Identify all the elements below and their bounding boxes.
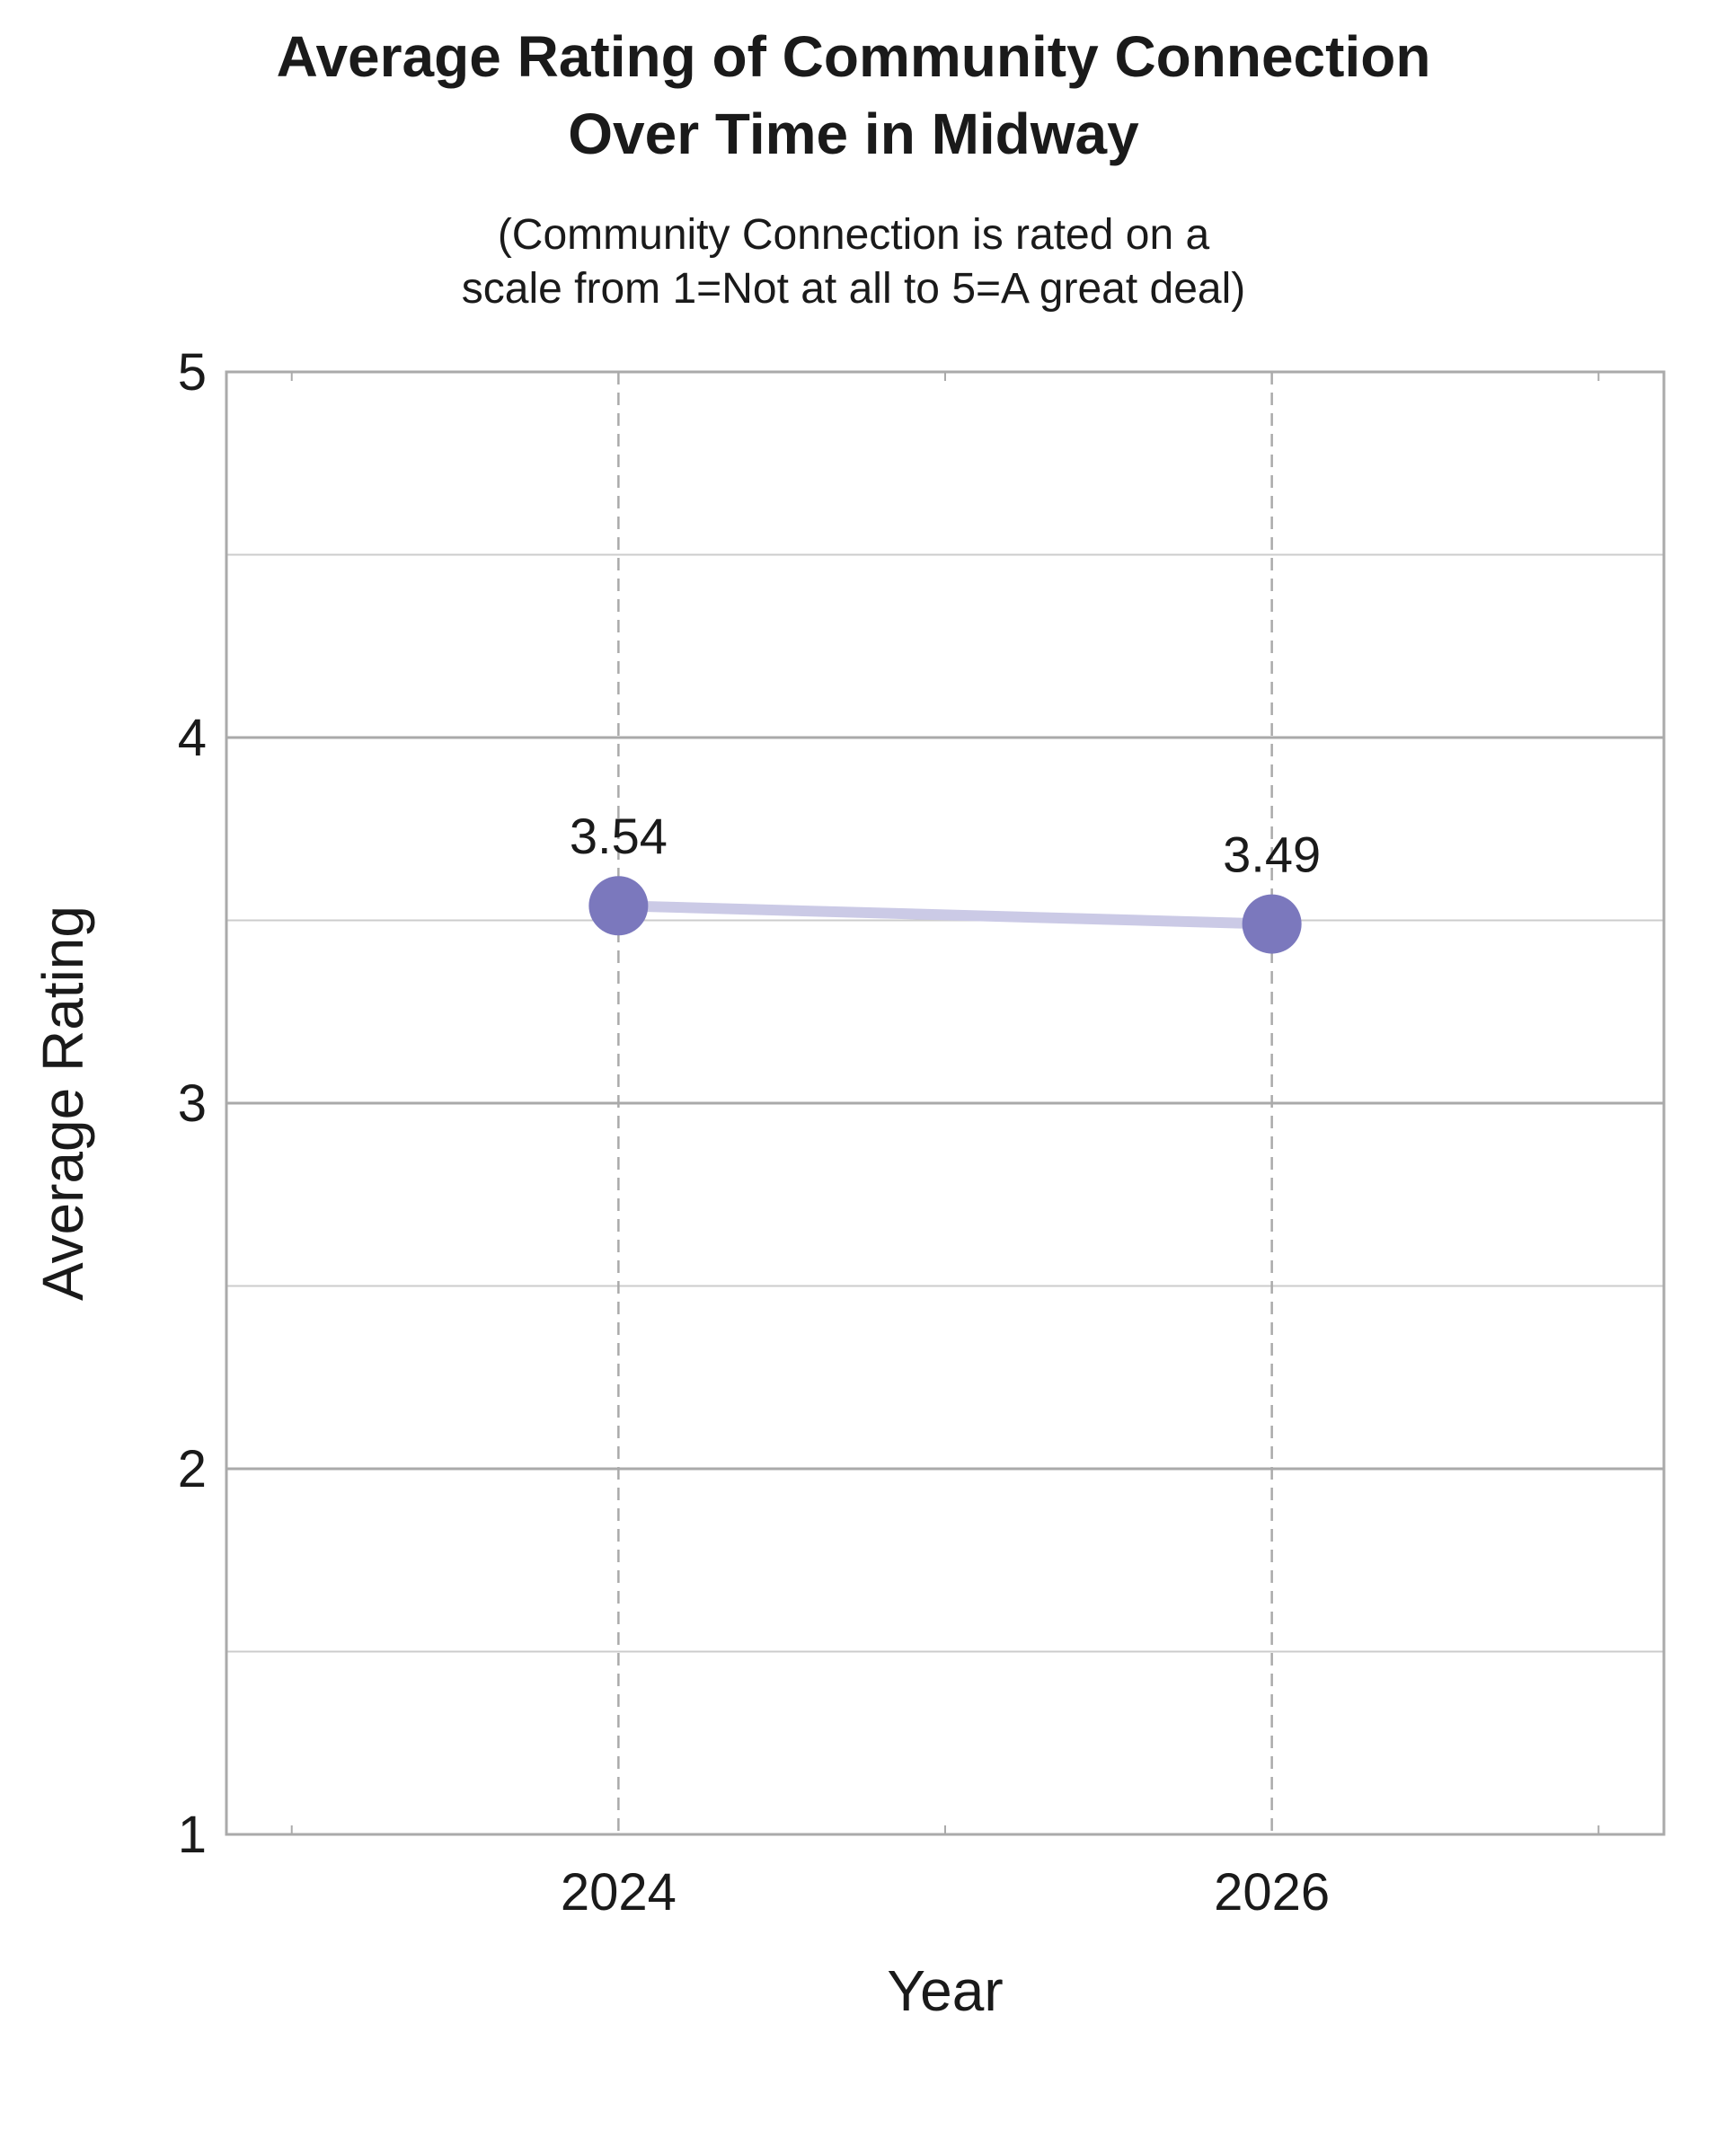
y-tick-label: 3 — [178, 1074, 207, 1133]
plot-frame — [225, 370, 1666, 1836]
y-tick-label: 4 — [178, 709, 207, 767]
data-label: 3.49 — [1223, 826, 1321, 883]
y-tick-label: 2 — [178, 1440, 207, 1498]
y-tick-label: 1 — [178, 1806, 207, 1864]
x-tick-label: 2026 — [1214, 1863, 1330, 1922]
series-layer: 3.54 3.49 — [570, 808, 1321, 954]
chart-subtitle-line-2: scale from 1=Not at all to 5=A great dea… — [461, 265, 1246, 313]
data-label: 3.54 — [570, 808, 668, 864]
data-point — [1242, 894, 1302, 954]
x-axis-title: Year — [887, 1958, 1003, 2023]
y-tick-label: 5 — [178, 343, 207, 402]
chart-title-line-2: Over Time in Midway — [568, 102, 1139, 166]
y-axis-title: Average Rating — [31, 906, 95, 1301]
x-tick-label: 2024 — [561, 1863, 677, 1922]
series-line — [613, 900, 1278, 930]
chart-title-line-1: Average Rating of Community Connection — [276, 24, 1431, 89]
tick-labels: 1 2 3 4 5 2024 2026 — [178, 343, 1330, 1922]
grid-lines — [226, 370, 1664, 1836]
chart-subtitle-line-1: (Community Connection is rated on a — [497, 211, 1210, 259]
chart-subtitle: (Community Connection is rated on a scal… — [0, 208, 1707, 316]
chart-title: Average Rating of Community Connection O… — [0, 18, 1707, 172]
data-point — [588, 876, 649, 936]
